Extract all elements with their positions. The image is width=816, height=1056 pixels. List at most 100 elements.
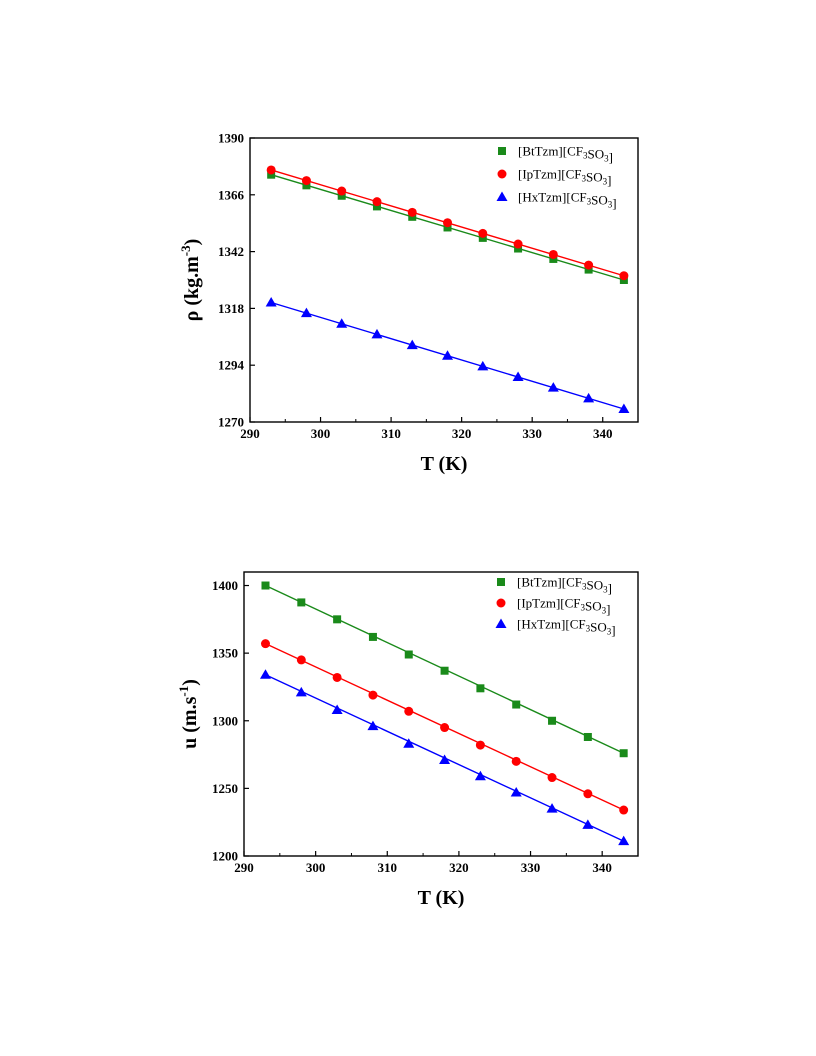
chart2-series-2-point [511, 756, 521, 766]
chart1-y-tick-label: 1318 [218, 301, 245, 316]
chart1-series-2-point [478, 228, 488, 238]
chart1-series-2-point [337, 186, 347, 196]
chart1-legend: [BtTzm][CF3SO3][IpTzm][CF3SO3][HxTzm][CF… [496, 144, 617, 211]
chart1-series-3-point [442, 350, 454, 360]
chart2-x-tick-label: 340 [592, 860, 612, 875]
chart1-y-tick-label: 1294 [218, 358, 245, 373]
chart2-series-3-point [474, 770, 486, 781]
chart1-series-2-point [372, 197, 382, 207]
speed-of-sound-chart-svg: 290 300 310 320 330 340 1200 1250 1300 1350 1400 T … [176, 571, 639, 909]
chart1-series-2-point [443, 218, 453, 228]
chart1-series-3-point [618, 403, 630, 413]
chart2-series-3 [259, 669, 630, 846]
speed-of-sound-chart: 290 300 310 320 330 340 1200 1250 1300 1350 1400 T … [168, 560, 648, 920]
chart1-x-axis-title: T (K) [421, 453, 468, 475]
chart2-legend-marker-1 [497, 578, 505, 586]
chart2-x-axis-title: T (K) [418, 887, 465, 909]
chart2-series-1-point [476, 684, 485, 693]
chart2-series-1-point [619, 749, 628, 758]
chart1-legend-label-1: [BtTzm][CF3SO3] [518, 144, 613, 165]
chart1-series-1-point [337, 191, 346, 200]
chart2-series-3-point [546, 803, 558, 813]
chart2-series-2-point [619, 805, 629, 815]
density-chart: 290 300 310 320 330 340 1270 1294 1318 1342 1366 13… [168, 118, 648, 490]
chart2-series-2-point [440, 723, 450, 733]
chart2-series-3-point [582, 819, 594, 829]
chart2-series-2-point [260, 639, 270, 649]
chart2-series-2-point [583, 789, 593, 799]
chart1-y-tick-label: 1342 [218, 244, 244, 259]
chart2-series-1 [261, 581, 628, 758]
chart1-plot-frame [249, 137, 639, 423]
chart1-series-3-point [371, 328, 383, 339]
chart2-series-1-point [297, 598, 306, 607]
chart2-legend-label-3: [HxTzm][CF3SO3] [517, 617, 616, 638]
chart1-series-3-point [547, 382, 559, 392]
chart2-series-2-point [475, 740, 485, 750]
chart2-series-2-point [404, 706, 414, 716]
chart2-x-tick-label: 300 [306, 860, 326, 875]
chart2-legend-marker-2 [496, 598, 506, 608]
chart2-series-2-point [368, 690, 378, 700]
chart2-x-tick-label: 310 [378, 860, 398, 875]
chart2-plot-frame [243, 571, 639, 857]
chart1-series-2-point [407, 207, 417, 217]
chart2-series-1-point [512, 700, 521, 709]
chart1-series-3-point [336, 318, 348, 328]
chart2-series-2-point [296, 655, 306, 665]
chart1-series-3-point [583, 392, 595, 403]
chart2-x-tick-label: 320 [449, 860, 469, 875]
chart2-series-1-point [548, 716, 557, 725]
chart1-series-2-point [266, 165, 276, 175]
chart1-series-2-point [548, 249, 558, 259]
chart2-series-3-point [403, 738, 415, 748]
chart2-legend-marker-3 [495, 618, 507, 628]
chart1-legend-label-3: [HxTzm][CF3SO3] [518, 190, 617, 211]
chart1-series-3-point [300, 307, 312, 318]
chart1-series-1-point [267, 170, 276, 179]
chart1-y-axis-title: ρ (kg.m-3) [178, 239, 203, 322]
chart1-series-3-point [406, 339, 418, 350]
chart1-series-3 [265, 296, 630, 413]
chart2-series-1-point [404, 650, 413, 659]
chart1-x-tick-label: 310 [381, 426, 401, 441]
chart2-series-2 [260, 639, 629, 815]
chart1-x-tick-label: 330 [522, 426, 542, 441]
chart1-series-3-point [477, 360, 489, 371]
chart1-x-tick-label: 300 [311, 426, 331, 441]
chart2-x-tick-label: 330 [521, 860, 541, 875]
chart2-series-1-point [261, 581, 270, 590]
chart2-series-3-point [331, 704, 343, 714]
chart1-series-2 [266, 165, 629, 281]
chart2-y-axis-title: u (m.s-1) [176, 679, 201, 749]
chart2-series-3-point [439, 754, 451, 764]
chart2-legend: [BtTzm][CF3SO3][IpTzm][CF3SO3][HxTzm][CF… [495, 575, 616, 638]
chart1-series-3-point [265, 296, 277, 307]
chart2-x-tick-label: 290 [234, 860, 254, 875]
chart1-y-tick-label: 1270 [218, 415, 244, 430]
chart2-series-3-point [367, 720, 379, 731]
chart2-series-3-point [618, 835, 630, 846]
chart1-series-2-point [301, 176, 311, 186]
chart1-legend-label-2: [IpTzm][CF3SO3] [518, 167, 612, 188]
chart2-y-tick-label: 1200 [212, 849, 238, 864]
chart2-series-1-point [333, 615, 342, 624]
chart1-y-tick-label: 1390 [218, 131, 244, 146]
chart1-x-tick-label: 320 [452, 426, 472, 441]
chart1-series-2-point [619, 271, 629, 281]
chart1-y-tick-label: 1366 [218, 187, 245, 202]
chart2-y-tick-label: 1300 [212, 713, 238, 728]
chart1-x-tick-label: 290 [240, 426, 260, 441]
chart2-series-1-point [368, 632, 377, 641]
chart1-series-3-point [512, 371, 524, 382]
chart2-y-tick-label: 1250 [212, 781, 238, 796]
chart1-legend-marker-2 [497, 169, 507, 179]
chart2-legend-label-2: [IpTzm][CF3SO3] [517, 596, 611, 617]
chart1-legend-marker-3 [496, 191, 508, 201]
density-chart-svg: 290 300 310 320 330 340 1270 1294 1318 1342 1366 13… [178, 131, 639, 475]
chart2-series-1-point [583, 732, 592, 741]
chart1-legend-marker-1 [498, 147, 506, 155]
chart2-series-3-point [259, 669, 271, 679]
chart1-x-tick-label: 340 [593, 426, 613, 441]
chart1-series-1-point [302, 181, 311, 190]
